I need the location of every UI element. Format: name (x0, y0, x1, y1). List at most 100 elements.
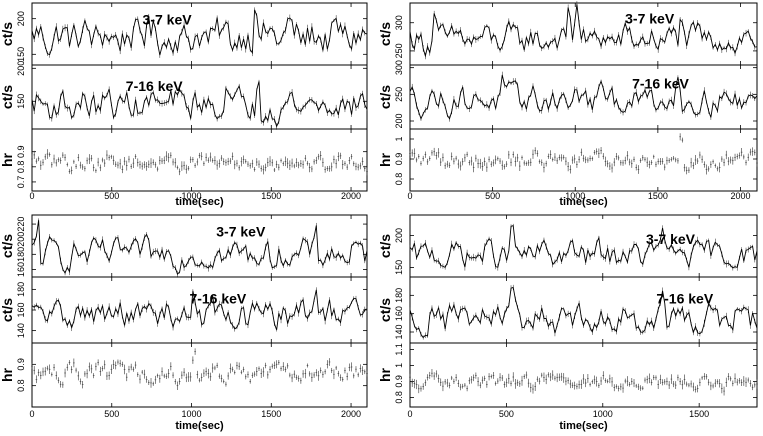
y-tick-label: 200 (16, 232, 26, 247)
series-line (409, 286, 758, 339)
x-tick-label: 1500 (261, 409, 281, 419)
y-tick-label: 160 (16, 262, 26, 277)
y-axis-label: hr (377, 152, 393, 167)
y-tick-label: 1 (394, 363, 404, 368)
y-tick-label: 160 (16, 302, 26, 317)
y-axis-label: ct/s (0, 298, 15, 322)
x-tick-label: 1000 (182, 191, 202, 201)
x-tick-label: 2000 (341, 191, 361, 201)
x-tick-label: 1500 (261, 191, 281, 201)
y-tick-label: 180 (16, 247, 26, 262)
energy-band-label: 7-16 keV (126, 78, 183, 94)
energy-band-label: 3-7 keV (216, 224, 266, 240)
x-tick-label: 1500 (689, 409, 709, 419)
y-tick-label: 250 (394, 87, 404, 102)
y-tick-label: 180 (16, 282, 26, 297)
x-tick-label: 0 (29, 191, 34, 201)
y-axis-label: hr (0, 152, 15, 167)
panel-hardness-ratio: 0.8 0.9 1 1.1 hr (377, 342, 758, 408)
series-line (409, 74, 758, 121)
y-tick-label: 0.9 (16, 145, 26, 158)
y-axis-label: hr (0, 367, 15, 382)
series-line (31, 220, 368, 276)
y-tick-label: 200 (16, 11, 26, 26)
y-tick-label: 200 (16, 61, 26, 76)
y-tick-label: 150 (394, 260, 404, 275)
x-tick-label: 2000 (730, 191, 750, 201)
y-axis-label: ct/s (377, 234, 393, 258)
x-axis-label: time(sec) (559, 420, 608, 432)
y-tick-label: 1.1 (394, 343, 404, 356)
y-tick-label: 300 (394, 60, 404, 75)
x-tick-label: 1500 (648, 191, 668, 201)
y-tick-label: 0.9 (16, 358, 26, 371)
energy-band-label: 3-7 keV (646, 231, 696, 247)
x-tick-label: 500 (104, 191, 119, 201)
y-tick-label: 300 (394, 15, 404, 30)
series-line (409, 225, 758, 269)
x-tick-label: 500 (485, 191, 500, 201)
energy-band-label: 7-16 keV (189, 290, 246, 306)
y-axis-label: ct/s (377, 22, 393, 46)
x-axis-label: time(sec) (559, 196, 608, 208)
x-axis-label: time(sec) (175, 196, 224, 208)
x-tick-label: 0 (407, 409, 412, 419)
y-tick-label: 0.9 (394, 153, 404, 166)
y-tick-label: 0.8 (394, 173, 404, 186)
x-tick-label: 0 (407, 191, 412, 201)
x-tick-label: 1000 (593, 409, 613, 419)
series-line (409, 4, 758, 58)
y-tick-label: 200 (394, 113, 404, 128)
panel-frame (31, 128, 368, 192)
energy-band-label: 7-16 keV (656, 290, 713, 306)
energy-band-label: 3-7 keV (143, 12, 193, 28)
panel-frame (409, 64, 758, 130)
y-tick-label: 0.8 (394, 391, 404, 404)
y-tick-label: 150 (16, 47, 26, 62)
x-tick-label: 1000 (182, 409, 202, 419)
y-tick-label: 0.9 (394, 375, 404, 388)
energy-band-label: 7-16 keV (632, 75, 689, 91)
y-tick-label: 140 (394, 324, 404, 339)
x-tick-label: 2000 (341, 409, 361, 419)
y-tick-label: 180 (394, 288, 404, 303)
y-tick-label: 140 (16, 323, 26, 338)
y-tick-label: 150 (16, 94, 26, 109)
x-tick-label: 0 (29, 409, 34, 419)
y-axis-label: ct/s (377, 85, 393, 109)
x-tick-label: 500 (104, 409, 119, 419)
y-axis-label: ct/s (0, 85, 15, 109)
series-line (31, 289, 368, 331)
y-tick-label: 1 (394, 136, 404, 141)
y-axis-label: ct/s (377, 298, 393, 322)
y-tick-label: 0.7 (16, 176, 26, 189)
y-tick-label: 0.8 (16, 161, 26, 174)
series-line (31, 81, 368, 128)
y-axis-label: hr (377, 367, 393, 382)
y-axis-label: ct/s (0, 234, 15, 258)
y-tick-label: 250 (394, 43, 404, 58)
y-axis-label: ct/s (0, 22, 15, 46)
x-tick-label: 500 (499, 409, 514, 419)
panel-frame (31, 342, 368, 408)
energy-band-label: 3-7 keV (625, 10, 675, 26)
panel-hardness-ratio: 0.8 0.9 1 hr (377, 128, 758, 192)
x-axis-label: time(sec) (175, 420, 224, 432)
y-tick-label: 200 (394, 228, 404, 243)
series-line (31, 9, 368, 56)
y-tick-label: 0.8 (16, 379, 26, 392)
x-tick-label: 1000 (565, 191, 585, 201)
panel-hardness-ratio: 0.8 0.9hr (0, 342, 368, 408)
y-tick-label: 160 (394, 306, 404, 321)
